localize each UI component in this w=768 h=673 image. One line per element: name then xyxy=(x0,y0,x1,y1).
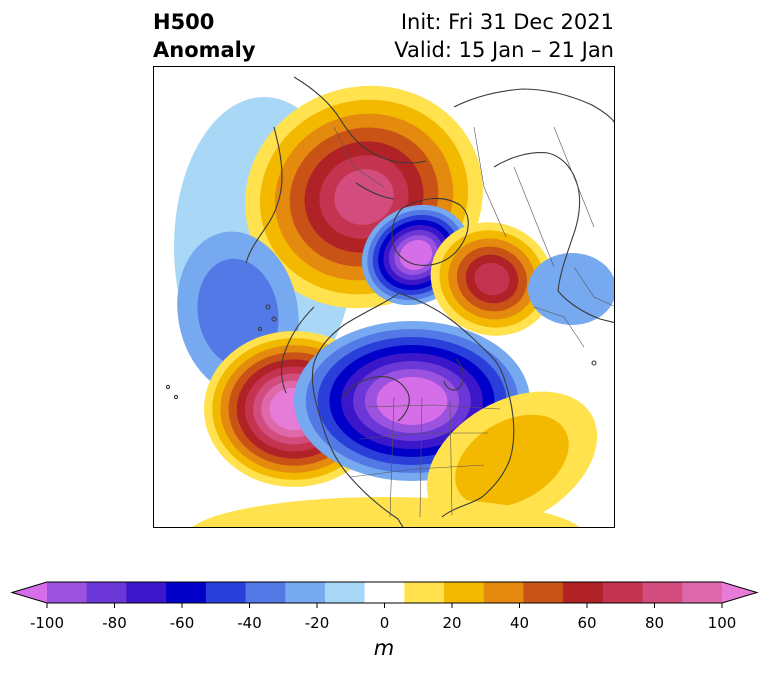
colorbar-tick-label: -20 xyxy=(304,614,330,632)
colorbar-segment xyxy=(47,582,88,603)
colorbar-segment xyxy=(444,582,485,603)
colorbar-segments xyxy=(10,581,759,604)
colorbar-segment xyxy=(483,582,524,603)
colorbar-segment xyxy=(86,582,127,603)
colorbar-segment xyxy=(523,582,564,603)
colorbar-unit: m xyxy=(373,636,395,660)
anomaly-contour xyxy=(483,270,501,288)
colorbar-segment xyxy=(205,582,247,603)
colorbar-segment xyxy=(324,582,366,603)
colorbar-segment xyxy=(563,582,604,603)
colorbar-segment xyxy=(285,582,326,603)
colorbar-tick-label: 80 xyxy=(644,614,665,632)
colorbar-tick-label: -80 xyxy=(102,614,127,632)
anomaly-contour xyxy=(400,393,424,409)
title-type: Anomaly xyxy=(153,38,256,62)
colorbar-tick-label: -60 xyxy=(169,614,195,632)
valid-range: Valid: 15 Jan – 21 Jan xyxy=(394,38,614,62)
colorbar-tick-label: 20 xyxy=(442,614,462,632)
map-panel xyxy=(153,66,615,528)
colorbar-extend-high xyxy=(722,582,757,603)
anomaly-contours xyxy=(174,85,614,527)
colorbar-tick-label: -40 xyxy=(237,614,262,632)
colorbar-segment xyxy=(602,582,644,603)
anomaly-contour xyxy=(550,271,594,307)
colorbar-tick-label: 0 xyxy=(379,614,390,632)
anomaly-map xyxy=(165,76,614,527)
coastlines xyxy=(165,76,614,527)
title-right: Init: Fri 31 Dec 2021 Valid: 15 Jan – 21… xyxy=(394,8,614,64)
colorbar-segment xyxy=(364,582,405,603)
colorbar-segment xyxy=(682,582,723,603)
colorbar-tick-label: 100 xyxy=(707,614,737,632)
colorbar-ticks xyxy=(46,603,723,608)
anomaly-contour xyxy=(299,517,473,527)
anomaly-contour xyxy=(192,497,580,527)
colorbar-segment xyxy=(404,582,445,603)
anomaly-contour xyxy=(349,183,379,211)
title-variable: H500 xyxy=(153,10,215,34)
colorbar-segment xyxy=(166,582,207,603)
colorbar-segment xyxy=(642,582,683,603)
anomaly-contour xyxy=(217,285,259,341)
political-borders xyxy=(333,126,614,518)
init-date: Init: Fri 31 Dec 2021 xyxy=(400,10,614,34)
anomaly-contour xyxy=(410,249,422,261)
colorbar-tick-label: -100 xyxy=(29,614,65,632)
colorbar-extend-low xyxy=(12,582,47,603)
colorbar-tick-label: 60 xyxy=(577,614,597,632)
colorbar-segment xyxy=(245,582,286,603)
colorbar-segment xyxy=(126,582,167,603)
colorbar xyxy=(10,581,759,608)
anomaly-contour xyxy=(483,437,541,485)
colorbar-tick-label: 40 xyxy=(509,614,530,632)
title-left: H500 Anomaly xyxy=(153,8,256,64)
